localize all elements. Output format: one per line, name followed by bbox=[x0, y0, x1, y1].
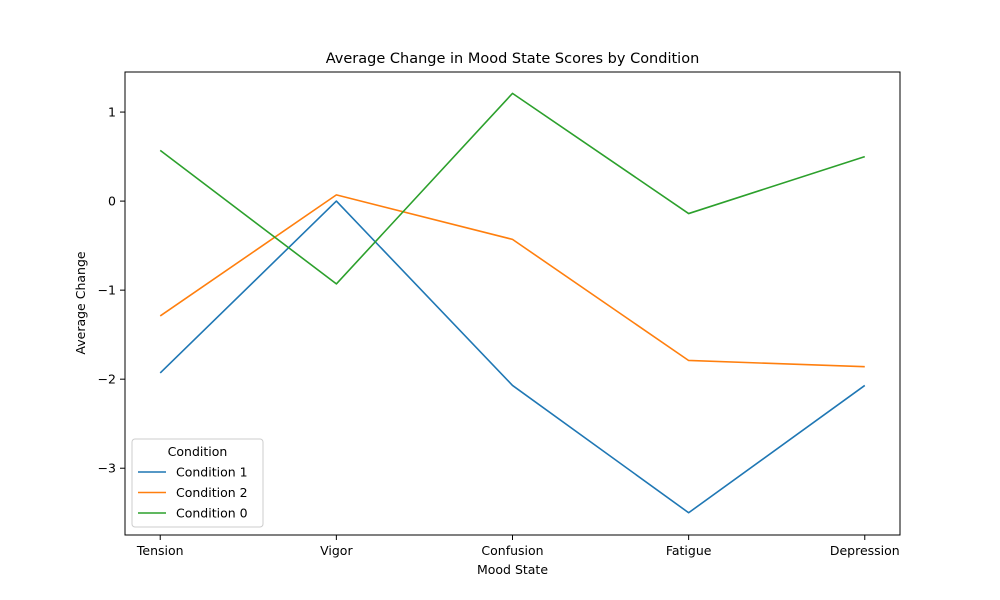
y-tick-label: −2 bbox=[98, 372, 116, 387]
x-axis-label: Mood State bbox=[477, 562, 548, 577]
y-axis-label: Average Change bbox=[73, 251, 88, 354]
series-line-0 bbox=[159, 200, 866, 514]
chart-title: Average Change in Mood State Scores by C… bbox=[326, 51, 700, 67]
x-tick-label: Confusion bbox=[481, 543, 543, 558]
x-tick-label: Fatigue bbox=[666, 543, 712, 558]
x-tick-label: Vigor bbox=[320, 543, 353, 558]
legend-box bbox=[131, 438, 264, 528]
x-tick-label: Tension bbox=[136, 543, 184, 558]
series-line-1 bbox=[159, 194, 865, 368]
legend: Condition Condition 1 Condition 2 Condition… bbox=[131, 438, 264, 528]
legend-label-2: Condition 0 bbox=[176, 506, 248, 521]
legend-label-1: Condition 2 bbox=[176, 485, 248, 500]
y-tick-label: 1 bbox=[108, 105, 116, 120]
y-tick-label: −3 bbox=[98, 461, 116, 476]
series-line-2 bbox=[159, 92, 866, 285]
x-axis: Tension Vigor Confusion Fatigue Depression bbox=[136, 535, 900, 558]
y-axis: 1 0 −1 −2 −3 bbox=[98, 105, 125, 476]
legend-title: Condition bbox=[168, 444, 228, 459]
series-group bbox=[159, 92, 866, 514]
y-tick-label: −1 bbox=[98, 283, 116, 298]
x-tick-label: Depression bbox=[830, 543, 900, 558]
y-tick-label: 0 bbox=[108, 194, 116, 209]
legend-label-0: Condition 1 bbox=[176, 465, 248, 480]
